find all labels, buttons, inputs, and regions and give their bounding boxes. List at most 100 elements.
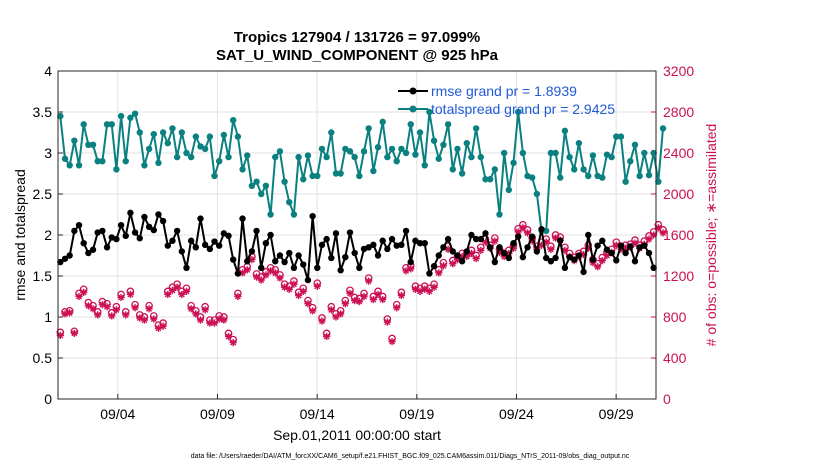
totalspread-point: [533, 190, 541, 198]
y-tick-label: 3: [44, 145, 52, 161]
totalspread-point: [267, 211, 274, 218]
rmse-point: [141, 213, 148, 221]
rmse-point: [253, 227, 260, 235]
y-tick-label: 0.5: [33, 350, 53, 366]
rmse-point: [225, 232, 232, 240]
obs-assimilated-point: [210, 319, 219, 327]
obs-assimilated-point: [360, 292, 368, 301]
totalspread-point: [66, 162, 73, 169]
totalspread-point: [229, 117, 237, 124]
totalspread-point: [356, 172, 363, 180]
totalspread-point: [187, 153, 195, 161]
obs-assimilated-point: [56, 331, 64, 340]
totalspread-point: [557, 174, 564, 181]
totalspread-point: [318, 145, 326, 153]
totalspread-point: [575, 139, 583, 147]
rmse-point: [89, 246, 97, 253]
y2-tick-label: 1600: [663, 227, 694, 243]
obs-assimilated-point: [290, 280, 298, 288]
rmse-point: [426, 270, 433, 277]
rmse-point: [122, 232, 129, 240]
totalspread-point: [113, 166, 120, 173]
totalspread-point: [99, 158, 106, 165]
rmse-point: [309, 212, 316, 220]
totalspread-point: [201, 145, 209, 153]
rmse-point: [178, 248, 186, 255]
rmse-point: [379, 237, 386, 244]
rmse-point: [482, 230, 489, 237]
obs-assimilated-point: [89, 305, 97, 313]
y2-tick-label: 2000: [663, 186, 694, 202]
obs-assimilated-series: [56, 224, 667, 347]
rmse-point: [197, 215, 204, 222]
totalspread-point: [234, 133, 242, 140]
rmse-point: [463, 248, 470, 255]
totalspread-point: [589, 152, 597, 159]
obs-assimilated-point: [159, 322, 167, 330]
rmse-point: [192, 244, 200, 251]
rmse-point: [622, 249, 629, 257]
totalspread-point: [449, 166, 456, 173]
totalspread-point: [659, 125, 667, 132]
x-tick-label: 09/04: [100, 406, 135, 422]
rmse-point: [262, 240, 270, 247]
rmse-point: [430, 262, 438, 270]
obs-assimilated-point: [201, 306, 209, 314]
y-tick-label: 2.5: [33, 186, 53, 202]
rmse-point: [398, 241, 405, 249]
y-tick-label: 2: [44, 227, 52, 243]
totalspread-point: [131, 110, 139, 117]
totalspread-point: [379, 118, 386, 126]
totalspread-point: [75, 162, 83, 169]
totalspread-point: [183, 149, 190, 157]
rmse-point: [276, 252, 284, 259]
rmse-point: [290, 264, 298, 271]
rmse-point: [342, 253, 349, 261]
y-axis-right-ticks: 0 400 800 1200 1600 2000 2400 2800 3200: [651, 63, 694, 407]
obs-assimilated-point: [224, 332, 233, 341]
obs-assimilated-point: [407, 265, 415, 273]
rmse-point: [150, 226, 157, 234]
rmse-point: [155, 211, 162, 218]
obs-assimilated-point: [103, 303, 111, 311]
rmse-point: [99, 227, 106, 235]
obs-assimilated-point: [397, 291, 405, 300]
rmse-point: [505, 254, 513, 262]
obs-assimilated-point: [523, 229, 532, 237]
totalspread-point: [402, 149, 410, 157]
rmse-point: [103, 244, 111, 251]
x-axis-ticks: 09/04 09/09 09/14 09/19 09/24 09/29: [100, 394, 634, 422]
rmse-point: [370, 241, 377, 249]
obs-assimilated-point: [472, 254, 480, 263]
totalspread-point: [547, 149, 555, 157]
totalspread-point: [258, 190, 265, 198]
rmse-point: [458, 258, 466, 265]
rmse-point: [543, 254, 550, 262]
rmse-point: [416, 240, 424, 247]
obs-assimilated-point: [112, 306, 120, 314]
rmse-point: [281, 258, 288, 266]
y2-tick-label: 2800: [663, 104, 694, 120]
totalspread-point: [286, 199, 293, 206]
rmse-point: [402, 227, 410, 235]
rmse-point: [435, 252, 442, 259]
obs-assimilated-point: [299, 287, 307, 295]
rmse-point: [61, 255, 69, 262]
obs-assimilated-point: [164, 290, 172, 299]
totalspread-point: [80, 121, 87, 128]
totalspread-point: [496, 211, 503, 218]
rmse-point: [594, 242, 601, 249]
rmse-point: [561, 264, 569, 271]
y-tick-label: 4: [44, 63, 52, 79]
totalspread-point: [486, 176, 494, 183]
obs-assimilated-point: [262, 271, 270, 279]
totalspread-point: [491, 166, 499, 173]
totalspread-point: [206, 133, 214, 140]
totalspread-point: [571, 166, 578, 173]
totalspread-point: [435, 155, 442, 162]
obs-assimilated-point: [243, 266, 251, 274]
totalspread-point: [215, 158, 223, 165]
totalspread-point: [89, 141, 97, 148]
totalspread-point: [164, 139, 171, 147]
obs-assimilated-point: [276, 274, 284, 282]
